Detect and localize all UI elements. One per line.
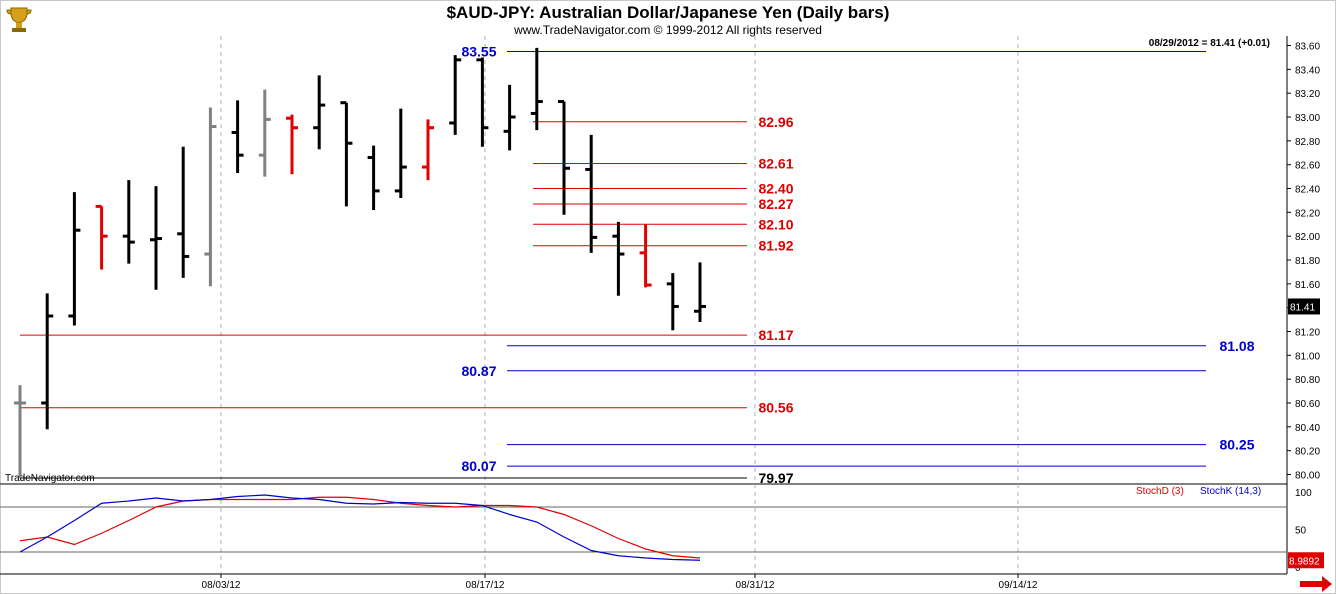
price-bar[interactable] [150,186,162,290]
price-tick-label: 82.20 [1295,208,1320,219]
price-bar[interactable] [639,224,652,288]
legend-stochk: StochK (14,3) [1200,486,1261,497]
stochastic-panel: 100 50 08.9892 [0,488,1324,574]
price-tick-label: 80.60 [1295,399,1320,410]
legend-stochd: StochD (3) [1136,486,1184,497]
price-tick-label: 83.20 [1295,89,1320,100]
price-tick-label: 82.40 [1295,185,1320,196]
level-label: 82.10 [758,216,793,232]
price-tick-label: 83.40 [1295,65,1320,76]
stoch-tick-label: 50 [1295,526,1307,537]
price-bar[interactable] [313,75,326,150]
price-bar[interactable] [422,119,434,181]
price-bar[interactable] [41,293,54,430]
price-tick-label: 81.00 [1295,351,1320,362]
price-tick-label: 82.00 [1295,232,1320,243]
price-bar[interactable] [558,100,570,215]
level-label: 81.08 [1219,338,1254,354]
level-label: 80.07 [461,458,496,474]
price-bar[interactable] [177,146,190,278]
date-tick-label: 08/03/12 [202,580,241,591]
stoch-last-label: 8.9892 [1289,556,1320,567]
trophy-icon [6,7,32,32]
date-tick-label: 08/17/12 [466,580,505,591]
price-bar[interactable] [95,204,108,270]
price-tick-label: 80.40 [1295,423,1320,434]
price-bar[interactable] [14,385,26,479]
stoch-tick-label: 0 [1295,563,1301,574]
price-bar[interactable] [367,145,380,210]
date-axis: 08/03/12 08/17/12 08/31/12 09/14/12 [202,574,1038,591]
stoch-series-line [19,496,701,559]
level-label: 82.96 [758,114,793,130]
price-tick-label: 81.80 [1295,256,1320,267]
price-tick-label: 83.00 [1295,113,1320,124]
price-tick-label: 81.20 [1295,327,1320,338]
level-label: 82.61 [758,155,793,171]
price-tick-label: 80.80 [1295,375,1320,386]
chart-subtitle: www.TradeNavigator.com © 1999-2012 All r… [513,23,822,37]
price-bar[interactable] [340,101,353,207]
level-label: 80.25 [1219,437,1254,453]
price-bar[interactable] [122,180,135,264]
grid-lines [0,36,1288,575]
price-bar[interactable] [204,107,217,287]
price-bar[interactable] [68,192,81,326]
level-label: 82.40 [758,181,793,197]
price-tick-label: 83.60 [1295,42,1320,53]
date-tick-label: 08/31/12 [736,580,775,591]
price-tick-label: 82.80 [1295,137,1320,148]
stoch-tick-label: 100 [1295,488,1312,499]
level-label: 80.87 [461,363,496,379]
price-bar[interactable] [503,84,516,151]
price-bar[interactable] [612,221,625,296]
price-bar[interactable] [286,114,298,175]
price-tick-label: 80.20 [1295,447,1320,458]
quote-readout: 08/29/2012 = 81.41 (+0.01) [1149,38,1270,49]
price-bar[interactable] [449,55,462,135]
price-tick-label: 82.60 [1295,161,1320,172]
stoch-last-box [1288,552,1324,569]
level-label: 79.97 [758,470,793,486]
level-label: 82.27 [758,196,793,212]
level-label: 81.92 [758,238,793,254]
level-label: 81.17 [758,327,793,343]
price-bar[interactable] [231,100,244,174]
level-label: 83.55 [461,43,496,59]
price-tick-label: 81.60 [1295,280,1320,291]
price-bar[interactable] [585,134,598,253]
level-label: 80.56 [758,400,793,416]
chart-title: $AUD-JPY: Australian Dollar/Japanese Yen… [447,3,890,22]
price-bar[interactable] [476,57,489,147]
date-tick-label: 09/14/12 [999,580,1038,591]
price-bar[interactable] [530,47,543,131]
stoch-series-line [19,494,701,561]
price-bar[interactable] [666,273,679,331]
price-tick-label: 80.00 [1295,470,1320,481]
price-axis: 83.60 83.40 83.20 83.00 82.80 82.60 82.40 82.20… [1287,42,1320,481]
price-bars[interactable] [14,47,706,479]
price-bar[interactable] [258,89,271,177]
last-price-box [1288,298,1320,315]
last-price-label: 81.41 [1290,302,1315,313]
price-bar[interactable] [394,108,407,199]
price-bar[interactable] [694,262,706,322]
scroll-right-arrow-icon[interactable] [1300,576,1332,592]
